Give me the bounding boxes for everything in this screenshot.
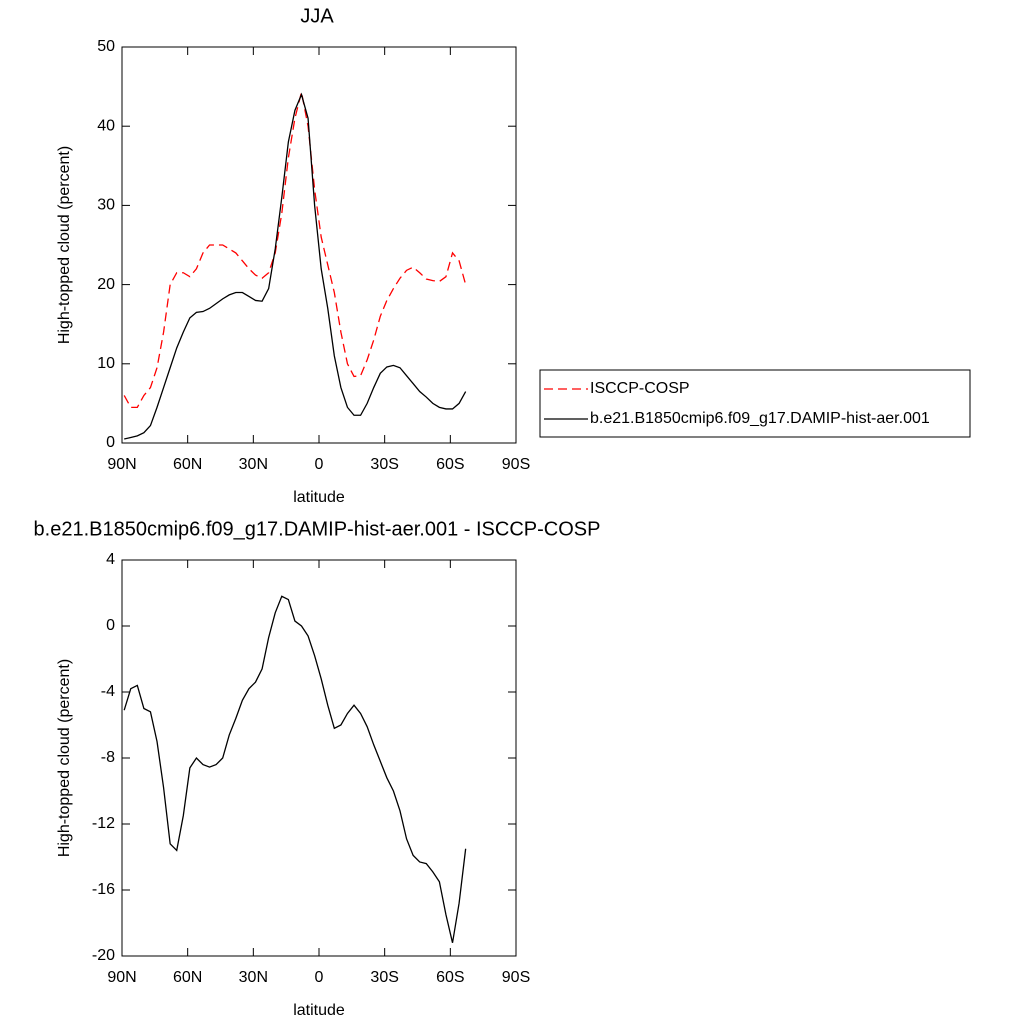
x-tick-label: 60N bbox=[173, 969, 202, 986]
y-tick-label: 40 bbox=[97, 117, 115, 134]
y-tick-label: 20 bbox=[97, 276, 115, 293]
x-tick-label: 30S bbox=[370, 969, 398, 986]
y-tick-label: -16 bbox=[92, 881, 115, 898]
legend: ISCCP-COSP b.e21.B1850cmip6.f09_g17.DAMIP… bbox=[539, 369, 971, 438]
x-tick-label: 0 bbox=[315, 969, 324, 986]
data-line bbox=[124, 92, 467, 440]
x-tick-label: 30N bbox=[239, 969, 268, 986]
legend-label: b.e21.B1850cmip6.f09_g17.DAMIP-hist-aer.… bbox=[590, 410, 930, 427]
x-tick-label: 90S bbox=[502, 969, 530, 986]
x-tick-label: 30N bbox=[239, 456, 268, 473]
y-tick-label: 50 bbox=[97, 38, 115, 55]
legend-label: ISCCP-COSP bbox=[590, 380, 690, 397]
chart-title: b.e21.B1850cmip6.f09_g17.DAMIP-hist-aer.… bbox=[34, 518, 601, 540]
y-tick-label: -4 bbox=[101, 683, 115, 700]
x-tick-label: 60N bbox=[173, 456, 202, 473]
y-tick-label: -20 bbox=[92, 947, 115, 964]
legend-frame bbox=[539, 369, 971, 438]
x-axis-label: latitude bbox=[293, 1002, 345, 1019]
chart-title: JJA bbox=[300, 5, 334, 27]
y-tick-label: -12 bbox=[92, 815, 115, 832]
x-tick-label: 30S bbox=[370, 456, 398, 473]
y-tick-label: 0 bbox=[106, 434, 115, 451]
y-tick-label: -8 bbox=[101, 749, 115, 766]
y-tick-label: 4 bbox=[106, 551, 115, 568]
y-axis-label: High-topped cloud (percent) bbox=[56, 659, 73, 857]
data-line bbox=[123, 91, 467, 409]
x-axis-label: latitude bbox=[293, 489, 345, 506]
x-tick-label: 90N bbox=[107, 969, 136, 986]
y-tick-label: 30 bbox=[97, 197, 115, 214]
y-tick-label: 0 bbox=[106, 617, 115, 634]
x-tick-label: 90N bbox=[107, 456, 136, 473]
x-tick-label: 60S bbox=[436, 456, 464, 473]
y-axis-label: High-topped cloud (percent) bbox=[56, 146, 73, 344]
x-tick-label: 0 bbox=[315, 456, 324, 473]
plot-frame bbox=[121, 559, 517, 957]
x-tick-label: 90S bbox=[502, 456, 530, 473]
data-line bbox=[123, 595, 467, 943]
y-tick-label: 10 bbox=[97, 355, 115, 372]
x-tick-label: 60S bbox=[436, 969, 464, 986]
